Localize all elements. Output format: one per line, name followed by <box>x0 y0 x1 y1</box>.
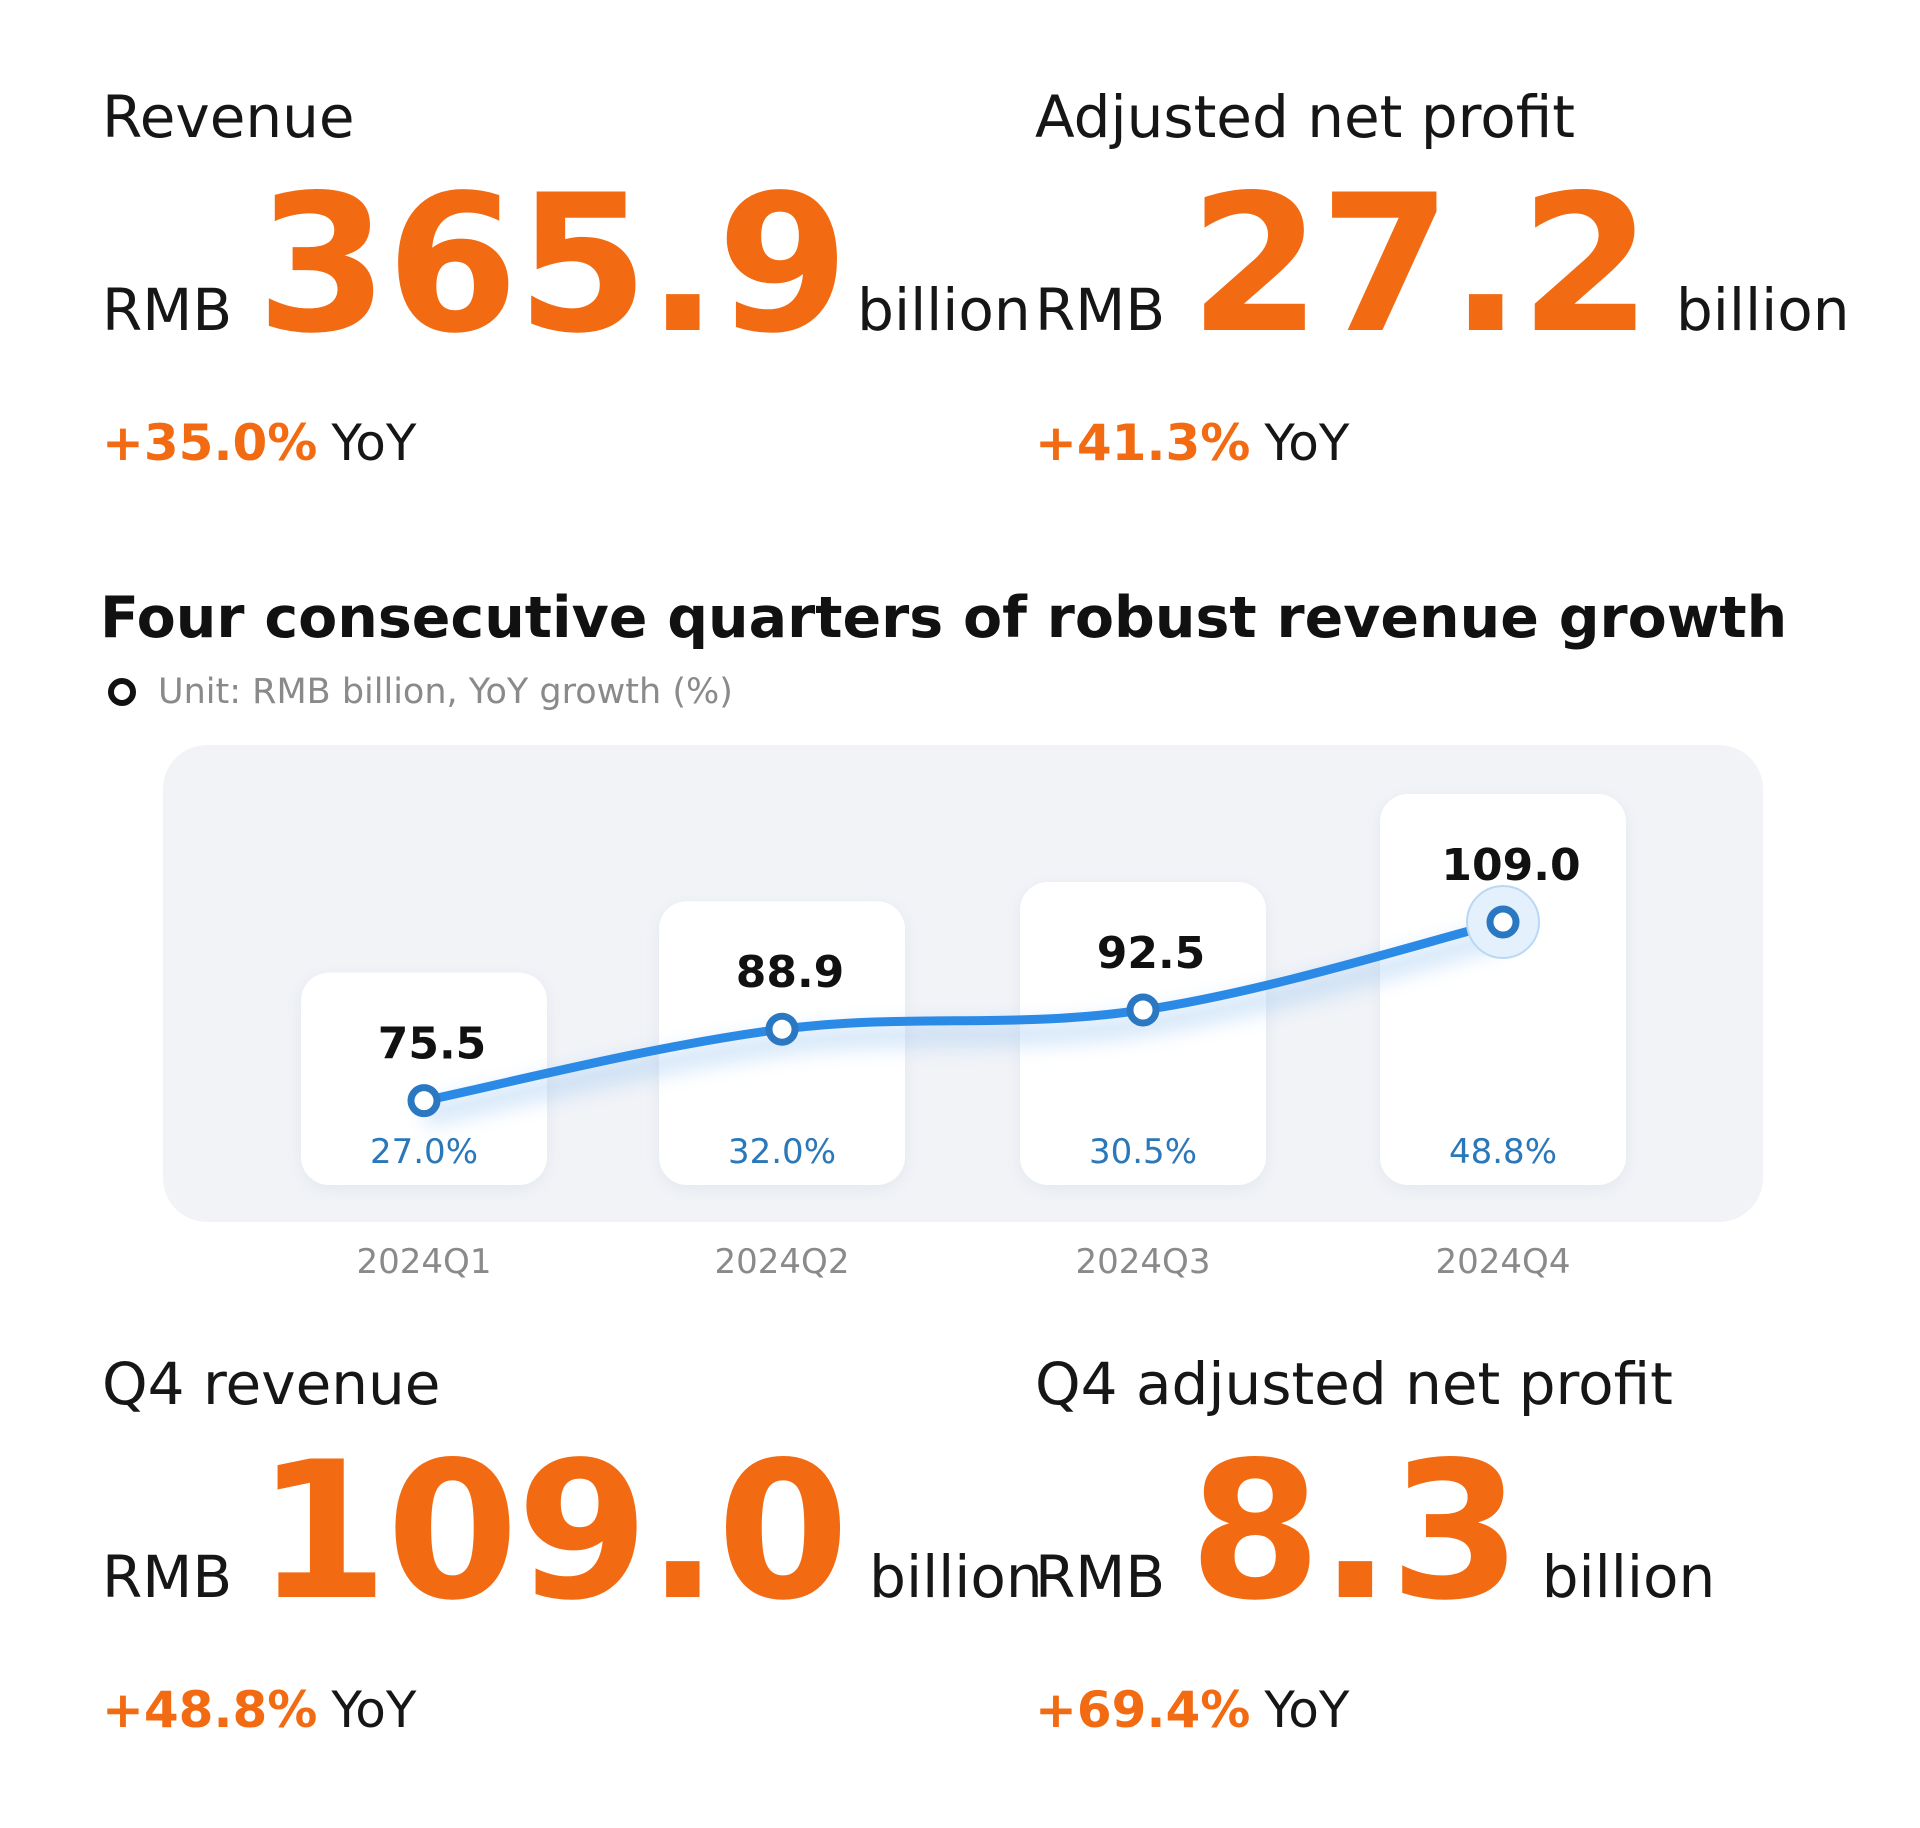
value-label: 88.9 <box>736 947 845 998</box>
chart-title: Four consecutive quarters of robust reve… <box>100 585 1788 651</box>
kpi-yoy-value: +35.0% <box>102 414 318 472</box>
value-label: 109.0 <box>1441 840 1580 891</box>
value-label: 92.5 <box>1097 928 1206 979</box>
kpi-yoy-value: +69.4% <box>1035 1681 1251 1739</box>
kpi-unit: billion <box>1675 276 1850 344</box>
series-line <box>419 917 1508 1106</box>
kpi-unit: billion <box>869 1543 1043 1611</box>
kpi-label: Revenue <box>102 83 355 151</box>
data-point <box>1486 905 1520 939</box>
kpi-value-row: RMB 27.2 billion <box>1035 170 1849 360</box>
kpi-value-row: RMB 365.9 billion <box>102 170 1031 360</box>
kpi-yoy: +48.8% YoY <box>102 1685 416 1735</box>
kpi-currency: RMB <box>1035 1543 1166 1611</box>
kpi-yoy-value: +41.3% <box>1035 414 1251 472</box>
kpi-number: 365.9 <box>256 154 849 375</box>
kpi-value-row: RMB 109.0 billion <box>102 1437 1043 1627</box>
quarter-card <box>301 972 547 1185</box>
x-tick-label: 2024Q3 <box>1076 1242 1211 1282</box>
kpi-yoy: +35.0% YoY <box>102 418 416 468</box>
kpi-yoy: +41.3% YoY <box>1035 418 1349 468</box>
growth-label: 27.0% <box>370 1132 478 1172</box>
kpi-number: 109.0 <box>256 1421 849 1642</box>
growth-label: 48.8% <box>1449 1132 1557 1172</box>
value-label: 75.5 <box>378 1019 487 1070</box>
kpi-yoy-suffix: YoY <box>331 1681 417 1739</box>
data-point <box>1126 993 1160 1027</box>
growth-label: 30.5% <box>1089 1132 1197 1172</box>
chart-unit-legend: Unit: RMB billion, YoY growth (%) <box>108 672 733 712</box>
data-point <box>765 1012 799 1046</box>
x-tick-label: 2024Q2 <box>715 1242 850 1282</box>
kpi-label: Q4 revenue <box>102 1350 441 1418</box>
kpi-label: Q4 adjusted net profit <box>1035 1350 1673 1418</box>
revenue-line-chart: 75.5 27.0% 2024Q1 88.9 32.0% 2024Q2 92.5 30.5% 2… <box>301 794 1626 1282</box>
kpi-unit: billion <box>857 276 1031 344</box>
x-tick-label: 2024Q4 <box>1436 1242 1571 1282</box>
kpi-yoy-suffix: YoY <box>1264 414 1350 472</box>
kpi-label: Adjusted net profit <box>1035 83 1576 151</box>
growth-label: 32.0% <box>728 1132 836 1172</box>
kpi-yoy-suffix: YoY <box>1264 1681 1350 1739</box>
kpi-yoy-value: +48.8% <box>102 1681 318 1739</box>
series-line-glow <box>421 925 1506 1126</box>
legend-circle-icon <box>108 678 136 706</box>
kpi-number: 8.3 <box>1189 1421 1522 1642</box>
kpi-currency: RMB <box>102 1543 233 1611</box>
kpi-value-row: RMB 8.3 billion <box>1035 1437 1715 1627</box>
kpi-yoy-suffix: YoY <box>331 414 417 472</box>
chart-subtitle: Unit: RMB billion, YoY growth (%) <box>158 672 733 712</box>
kpi-currency: RMB <box>102 276 233 344</box>
kpi-number: 27.2 <box>1189 154 1652 375</box>
x-tick-label: 2024Q1 <box>357 1242 492 1282</box>
kpi-currency: RMB <box>1035 276 1166 344</box>
kpi-unit: billion <box>1541 1543 1716 1611</box>
kpi-yoy: +69.4% YoY <box>1035 1685 1349 1735</box>
data-point <box>407 1084 441 1118</box>
quarter-card <box>1380 794 1626 1185</box>
